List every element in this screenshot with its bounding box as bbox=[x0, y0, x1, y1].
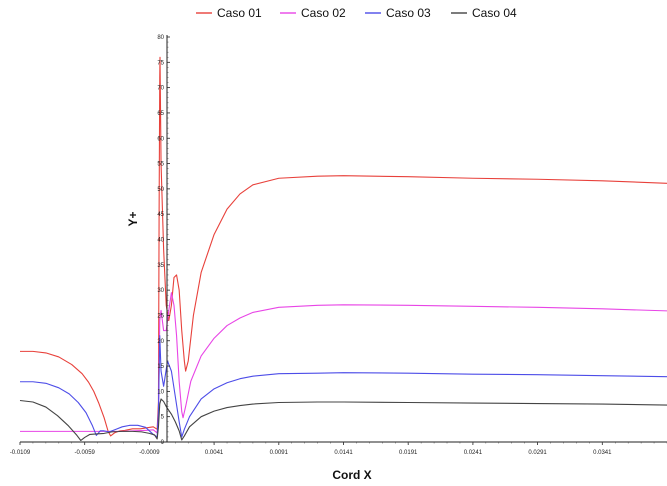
y-tick-label: 35 bbox=[157, 263, 164, 269]
x-tick-label: 0.0241 bbox=[464, 450, 483, 456]
legend-label-3: Caso 03 bbox=[386, 6, 431, 20]
x-tick-label: 0.0041 bbox=[205, 450, 224, 456]
y-tick-label: 55 bbox=[157, 162, 164, 168]
y-tick-label: 10 bbox=[157, 389, 164, 395]
axes: 0 5 10 15 20 25 30 35 40 45 50 55 60 65 70 75 80 -0.0109 -… bbox=[10, 35, 667, 456]
y-tick-label: 0 bbox=[161, 440, 165, 446]
y-tick-label: 30 bbox=[157, 288, 164, 294]
series-line-3 bbox=[20, 335, 667, 438]
x-tick-label: -0.0109 bbox=[10, 450, 31, 456]
x-tick-label: 0.0291 bbox=[528, 450, 547, 456]
series-line-2 bbox=[20, 292, 667, 434]
x-axis-title: Cord X bbox=[332, 468, 371, 482]
y-tick-label: 70 bbox=[157, 86, 164, 92]
x-tick-label: 0.0191 bbox=[399, 450, 418, 456]
y-tick-label: 50 bbox=[157, 187, 164, 193]
y-tick-label: 80 bbox=[157, 35, 164, 41]
y-tick-label: 60 bbox=[157, 136, 164, 142]
x-tick-label: -0.0059 bbox=[75, 450, 96, 456]
legend: Caso 01 Caso 02 Caso 03 Caso 04 bbox=[196, 6, 517, 20]
legend-label-2: Caso 02 bbox=[301, 6, 346, 20]
x-tick-label: -0.0009 bbox=[139, 450, 160, 456]
y-tick-label: 5 bbox=[161, 415, 165, 421]
y-axis-title: Y+ bbox=[126, 211, 140, 226]
x-tick-label: 0.0091 bbox=[270, 450, 289, 456]
y-tick-label: 25 bbox=[157, 313, 164, 319]
series-line-4 bbox=[19, 398, 667, 442]
x-tick-label: 0.0141 bbox=[334, 450, 353, 456]
legend-label-4: Caso 04 bbox=[472, 6, 517, 20]
y-tick-label: 65 bbox=[157, 111, 164, 117]
y-tick-label: 40 bbox=[157, 238, 164, 244]
y-tick-label: 75 bbox=[157, 60, 164, 66]
y-tick-label: 45 bbox=[157, 212, 164, 218]
plot-area bbox=[19, 56, 667, 442]
y-tick-label: 15 bbox=[157, 364, 164, 370]
series-line-1 bbox=[20, 56, 667, 437]
legend-label-1: Caso 01 bbox=[217, 6, 262, 20]
x-tick-label: 0.0341 bbox=[593, 450, 612, 456]
y-tick-label: 20 bbox=[157, 339, 164, 345]
